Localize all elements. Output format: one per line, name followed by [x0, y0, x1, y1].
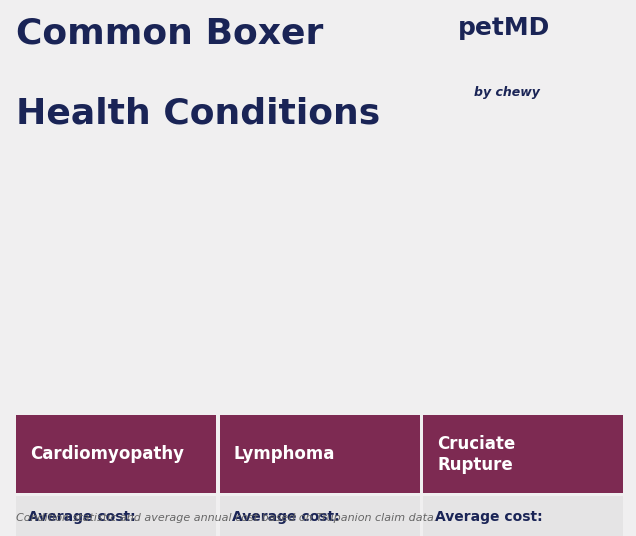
Text: Cardiomyopathy: Cardiomyopathy: [30, 445, 184, 463]
Text: Health Conditions: Health Conditions: [16, 96, 380, 130]
Text: Average cost:: Average cost:: [232, 510, 339, 524]
Text: Cruciate
Rupture: Cruciate Rupture: [438, 435, 516, 474]
Text: Lymphoma: Lymphoma: [233, 445, 335, 463]
Text: Condition statistic and average annual cost based on Trupanion claim data.: Condition statistic and average annual c…: [16, 512, 438, 523]
Text: by chewy: by chewy: [474, 86, 540, 99]
Text: Average cost:: Average cost:: [28, 510, 135, 524]
Text: Average cost:: Average cost:: [436, 510, 543, 524]
Text: petMD: petMD: [458, 16, 550, 40]
Text: Common Boxer: Common Boxer: [16, 16, 323, 50]
